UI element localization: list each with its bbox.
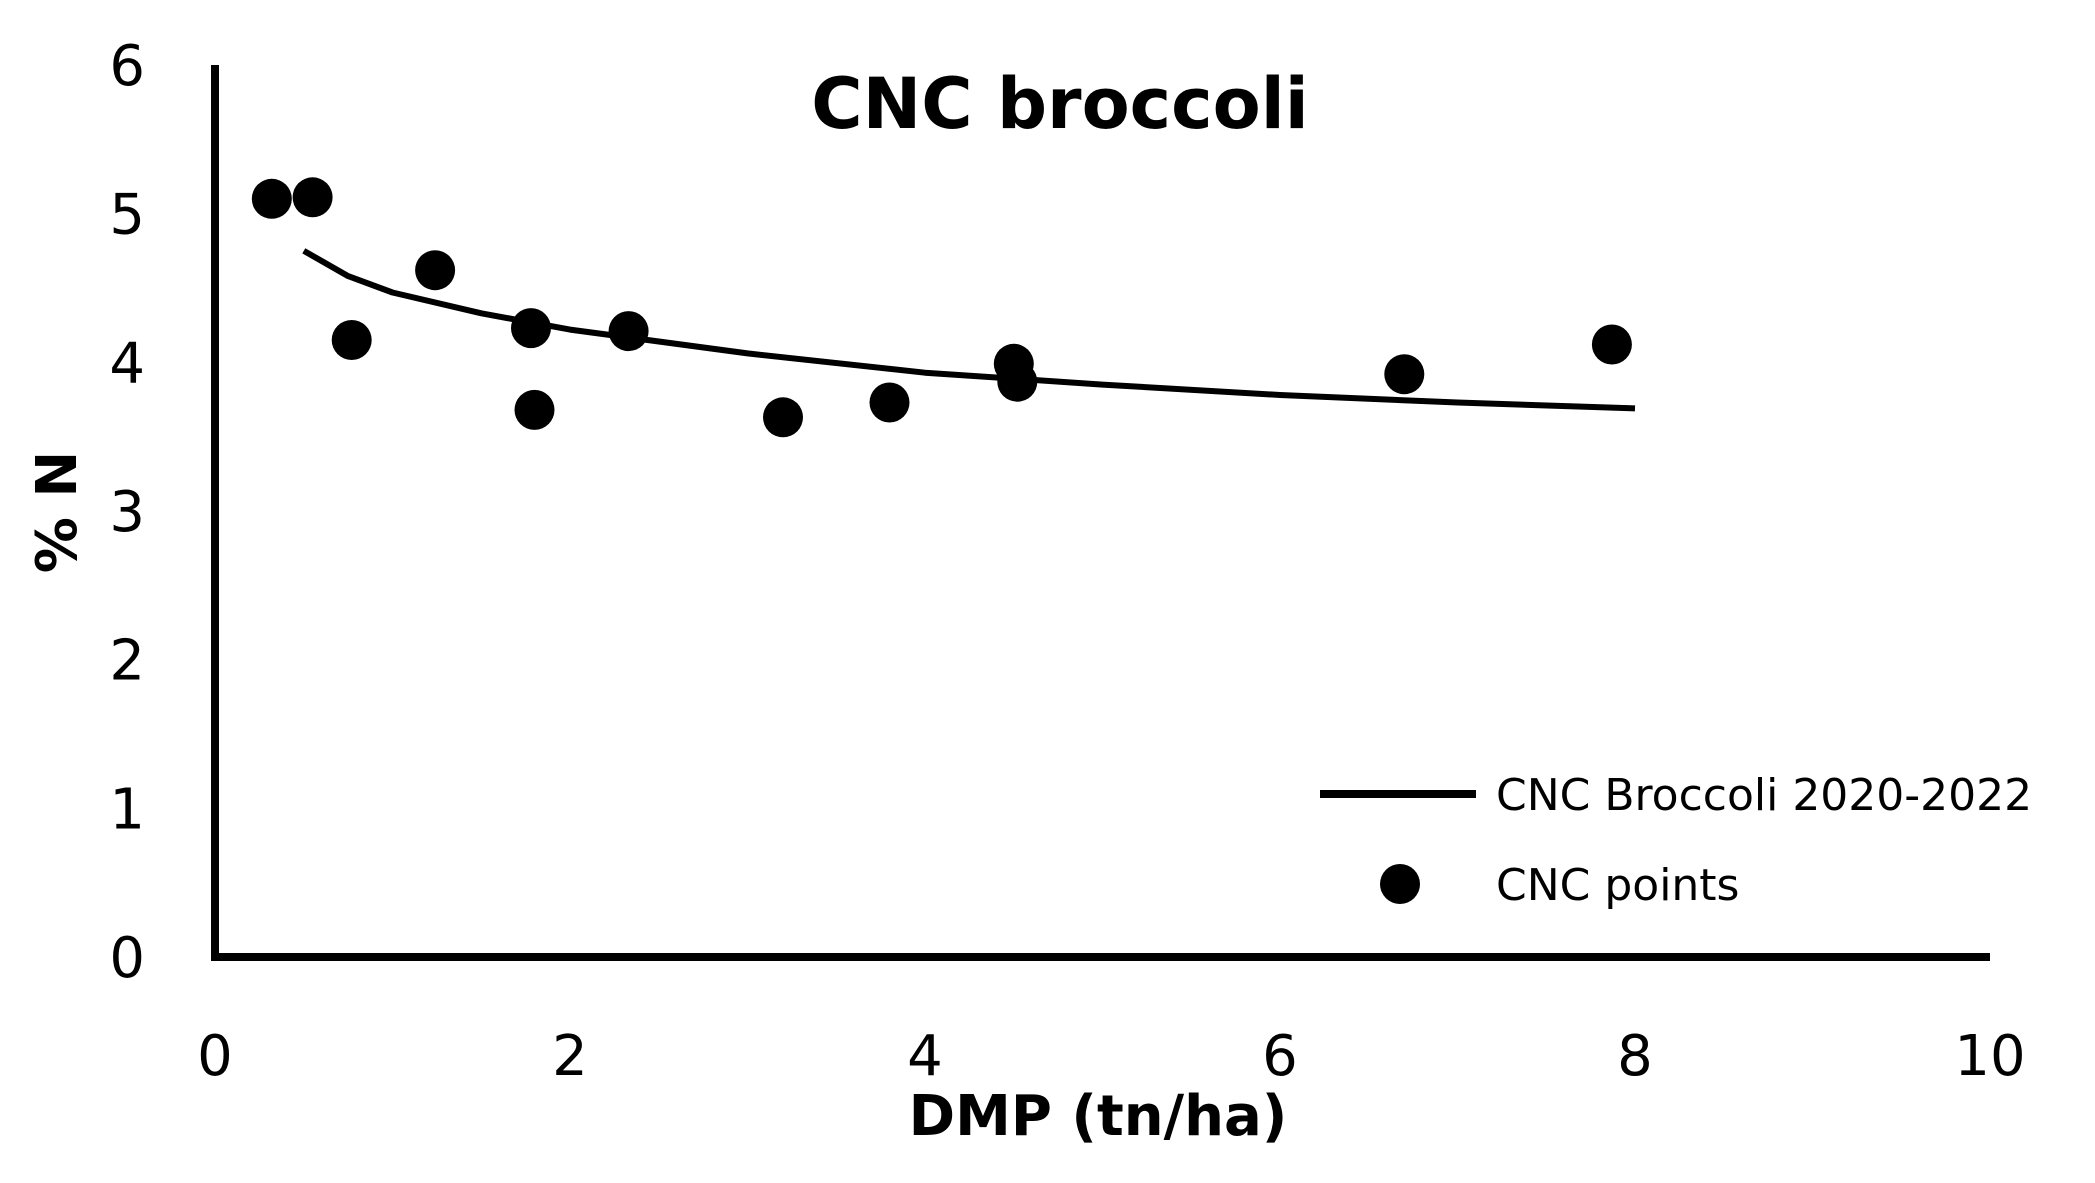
x-tick-label: 6 bbox=[1262, 1024, 1298, 1089]
y-tick-label: 0 bbox=[109, 926, 145, 991]
data-point bbox=[997, 361, 1038, 402]
axes bbox=[211, 65, 1990, 961]
y-tick-label: 1 bbox=[109, 777, 145, 842]
y-tick-label: 4 bbox=[109, 331, 145, 396]
x-tick-label: 10 bbox=[1954, 1024, 2025, 1089]
trendline bbox=[302, 248, 1636, 412]
data-point bbox=[292, 177, 333, 218]
x-tick-labels: 0 2 4 6 8 10 bbox=[197, 1024, 2025, 1089]
data-point bbox=[251, 178, 292, 219]
data-point bbox=[1591, 324, 1632, 365]
data-point bbox=[415, 250, 456, 291]
y-tick-label: 6 bbox=[109, 34, 145, 99]
y-tick-label: 3 bbox=[109, 480, 145, 545]
data-point bbox=[608, 311, 649, 352]
x-tick-label: 8 bbox=[1617, 1024, 1653, 1089]
x-tick-label: 0 bbox=[197, 1024, 233, 1089]
x-tick-label: 2 bbox=[552, 1024, 588, 1089]
chart-title: CNC broccoli bbox=[811, 63, 1309, 145]
y-tick-label: 5 bbox=[109, 183, 145, 248]
legend-label-points: CNC points bbox=[1496, 860, 1739, 911]
data-point bbox=[763, 397, 803, 438]
series-layer bbox=[251, 177, 1636, 438]
x-axis-title: DMP (tn/ha) bbox=[909, 1084, 1288, 1149]
data-point bbox=[511, 308, 551, 349]
legend-label-trendline: CNC Broccoli 2020-2022 bbox=[1496, 770, 2032, 821]
y-tick-labels: 0 1 2 3 4 5 6 bbox=[109, 34, 145, 991]
legend-marker-swatch bbox=[1380, 864, 1420, 904]
y-tick-label: 2 bbox=[109, 629, 145, 694]
y-axis-title: % N bbox=[25, 451, 90, 573]
data-point bbox=[331, 320, 372, 360]
legend: CNC Broccoli 2020-2022 CNC points bbox=[1320, 770, 2032, 911]
data-point bbox=[869, 382, 910, 423]
data-point bbox=[514, 389, 555, 430]
data-point bbox=[1384, 354, 1425, 395]
x-tick-label: 4 bbox=[907, 1024, 943, 1089]
